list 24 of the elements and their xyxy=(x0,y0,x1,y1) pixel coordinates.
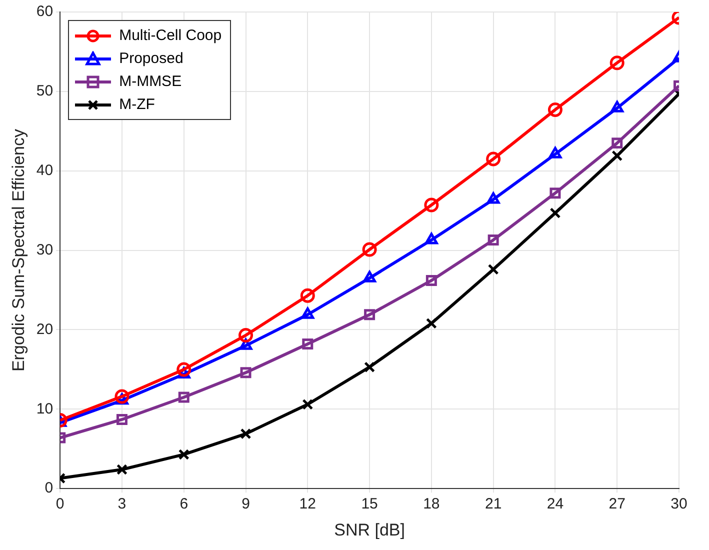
x-tick-label: 6 xyxy=(180,496,188,513)
y-tick-label: 60 xyxy=(36,3,54,20)
y-tick-label: 10 xyxy=(36,400,54,418)
y-axis-title: Ergodic Sum-Spectral Efficiency xyxy=(8,128,28,372)
x-tick-label: 15 xyxy=(361,496,378,513)
x-tick-label: 9 xyxy=(242,496,250,513)
x-tick-label: 27 xyxy=(608,496,626,513)
x-tick-label: 12 xyxy=(299,496,316,513)
y-tick-label: 40 xyxy=(36,162,54,180)
y-tick-label: 30 xyxy=(36,241,54,258)
legend-label: Proposed xyxy=(119,50,184,67)
y-tick-label: 20 xyxy=(36,320,54,338)
legend-label: Multi-Cell Coop xyxy=(119,27,222,44)
x-tick-label: 3 xyxy=(118,496,126,513)
legend-label: M-ZF xyxy=(119,96,155,113)
x-tick-label: 0 xyxy=(56,496,64,513)
x-axis-title: SNR [dB] xyxy=(334,520,405,540)
x-tick-label: 18 xyxy=(423,496,440,513)
x-tick-label: 30 xyxy=(670,496,688,513)
x-tick-label: 21 xyxy=(484,496,502,513)
y-tick-label: 0 xyxy=(44,480,54,497)
y-tick-label: 50 xyxy=(36,82,54,100)
x-tick-label: 24 xyxy=(546,496,564,513)
legend-label: M-MMSE xyxy=(119,73,182,90)
